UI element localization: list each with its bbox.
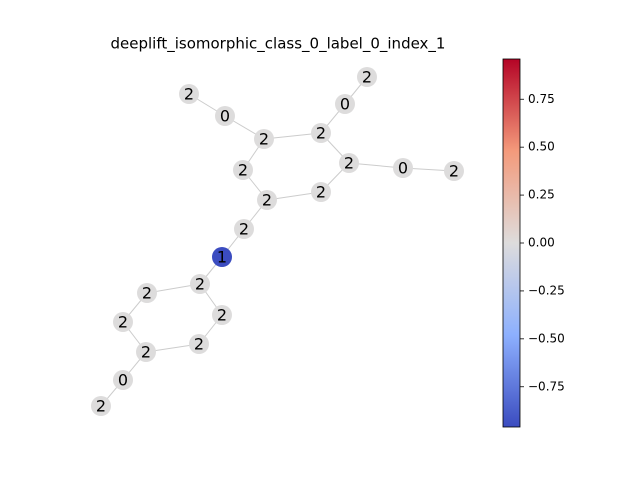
node-label: 2 <box>316 183 326 202</box>
node-label: 0 <box>398 159 408 178</box>
node <box>393 158 413 178</box>
colorbar <box>502 58 521 428</box>
node-label: 2 <box>217 306 227 325</box>
node-label: 2 <box>262 191 272 210</box>
node-label: 2 <box>238 161 248 180</box>
node-label: 0 <box>340 95 350 114</box>
node-label: 0 <box>118 371 128 390</box>
colorbar-tick-label: 0.75 <box>528 92 555 106</box>
node-label: 2 <box>194 335 204 354</box>
node-label: 2 <box>362 68 372 87</box>
node <box>113 370 133 390</box>
node-label: 2 <box>96 397 106 416</box>
node-label: 2 <box>118 313 128 332</box>
node-label: 2 <box>195 275 205 294</box>
node <box>212 247 232 267</box>
node <box>215 106 235 126</box>
node <box>233 160 253 180</box>
colorbar-tick-label: −0.75 <box>528 379 565 393</box>
node <box>137 283 157 303</box>
colorbar-tick-label: −0.50 <box>528 331 565 345</box>
node-label: 2 <box>142 284 152 303</box>
node <box>339 153 359 173</box>
node <box>311 182 331 202</box>
node <box>335 94 355 114</box>
colorbar-tick-label: 0.00 <box>528 236 555 250</box>
node-label: 2 <box>449 162 459 181</box>
node <box>212 305 232 325</box>
node <box>234 219 254 239</box>
node <box>257 190 277 210</box>
node-label: 2 <box>239 220 249 239</box>
chart-title: deeplift_isomorphic_class_0_label_0_inde… <box>111 35 446 54</box>
node <box>311 123 331 143</box>
node-label: 2 <box>344 154 354 173</box>
node <box>357 67 377 87</box>
node <box>136 342 156 362</box>
node-label: 2 <box>141 343 151 362</box>
node <box>189 334 209 354</box>
node <box>444 161 464 181</box>
node-label: 2 <box>184 85 194 104</box>
node <box>91 396 111 416</box>
colorbar-tick-label: −0.25 <box>528 283 565 297</box>
node-label: 2 <box>259 130 269 149</box>
node-label: 2 <box>316 124 326 143</box>
node <box>179 84 199 104</box>
node-label: 0 <box>220 107 230 126</box>
node <box>113 312 133 332</box>
node-label: 1 <box>217 248 227 267</box>
node <box>190 274 210 294</box>
node <box>254 129 274 149</box>
colorbar-tick-label: 0.50 <box>528 140 555 154</box>
colorbar-tick-label: 0.25 <box>528 188 555 202</box>
